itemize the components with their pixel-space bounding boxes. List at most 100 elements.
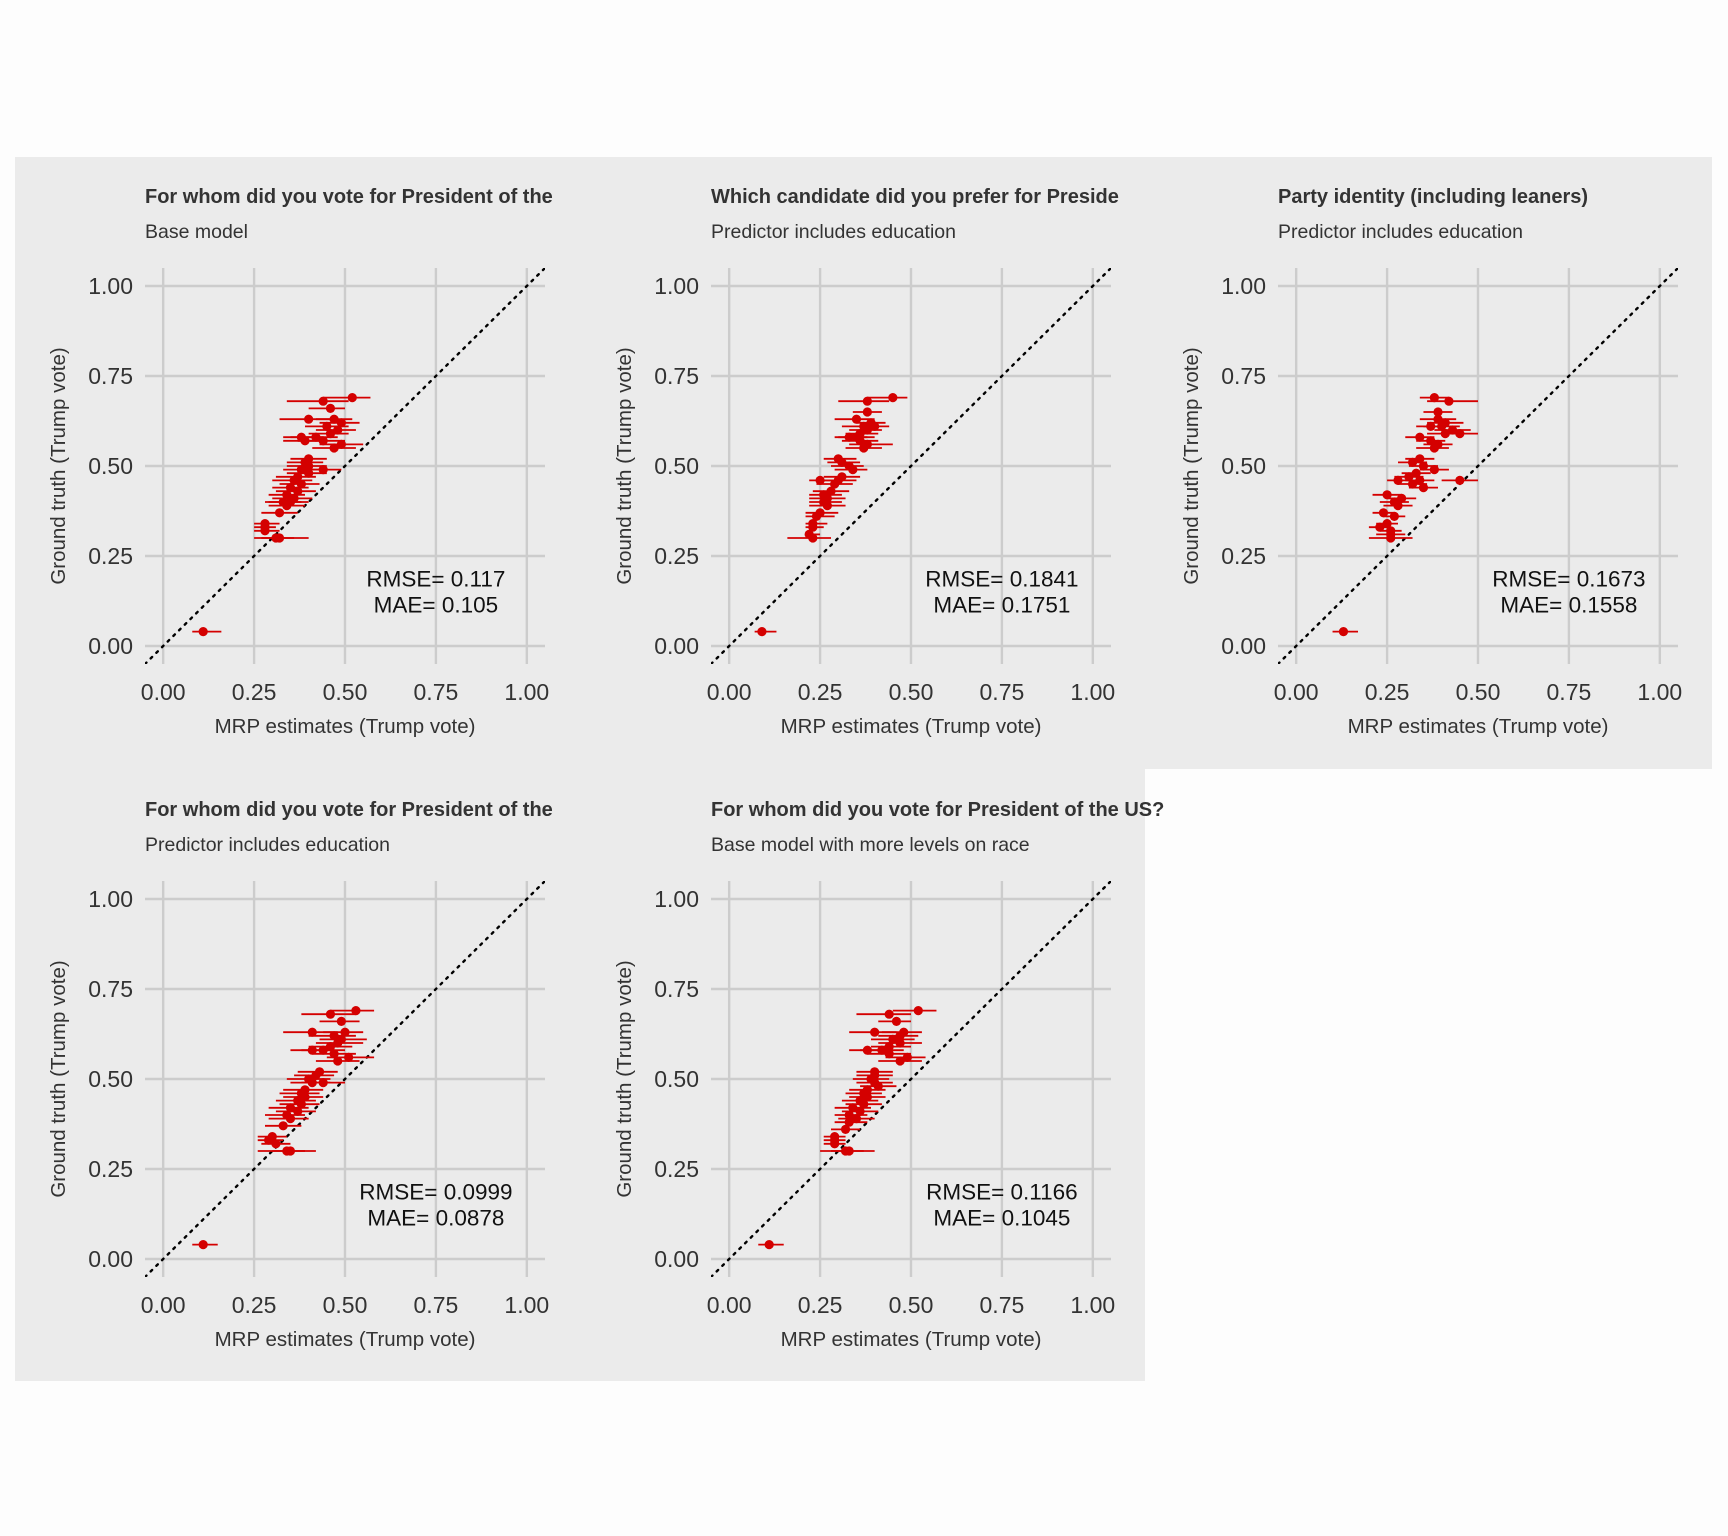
- data-point: [318, 465, 328, 475]
- y-tick-label: 0.75: [88, 363, 133, 389]
- x-tick-label: 0.50: [889, 679, 934, 705]
- data-point: [333, 425, 343, 435]
- x-tick-label: 1.00: [504, 1292, 549, 1318]
- data-point: [1386, 533, 1396, 543]
- data-point: [300, 1092, 310, 1102]
- data-point: [307, 1027, 317, 1037]
- data-point: [913, 1006, 923, 1016]
- y-tick-label: 0.25: [88, 543, 133, 569]
- data-point: [336, 439, 346, 449]
- data-point: [274, 533, 285, 543]
- data-point: [1389, 511, 1399, 521]
- data-points: [192, 1006, 375, 1250]
- data-point: [895, 1056, 905, 1066]
- mae-label: MAE= 0.0878: [367, 1206, 504, 1231]
- identity-line: [1278, 268, 1678, 664]
- data-point: [311, 1070, 321, 1080]
- data-point: [870, 1027, 880, 1037]
- scatter-panel-5: 0.00 0.25 0.50 0.75 1.00 0.00 0.25 0.50 0.75 1.00…: [613, 799, 1164, 1351]
- data-point: [808, 522, 818, 532]
- data-point: [1411, 468, 1421, 478]
- data-point: [322, 421, 332, 431]
- data-point: [1433, 407, 1443, 417]
- data-point: [293, 486, 303, 496]
- x-tick-label: 0.25: [798, 679, 843, 705]
- data-point: [271, 1139, 281, 1149]
- panel-title: For whom did you vote for President of t…: [145, 186, 553, 208]
- data-point: [884, 1009, 894, 1019]
- panel-title: Party identity (including leaners): [1278, 186, 1588, 208]
- data-point: [822, 501, 832, 511]
- panel-background-bottom: [15, 769, 1145, 1381]
- data-point: [336, 1016, 346, 1026]
- data-point: [325, 403, 336, 413]
- x-tick-label: 0.50: [323, 679, 368, 705]
- identity-line: [711, 268, 1111, 664]
- data-point: [902, 1052, 912, 1062]
- data-point: [1440, 429, 1450, 439]
- data-point: [282, 501, 292, 511]
- data-point: [300, 436, 310, 446]
- data-point: [289, 475, 299, 485]
- scatter-panel-4: 0.00 0.25 0.50 0.75 1.00 0.00 0.25 0.50 0.75 1.00…: [47, 799, 553, 1351]
- x-tick-label: 1.00: [1637, 679, 1682, 705]
- x-tick-label: 0.50: [323, 1292, 368, 1318]
- identity-line: [711, 881, 1111, 1277]
- x-tick-label: 0.75: [980, 679, 1025, 705]
- panel-subtitle: Predictor includes education: [1278, 221, 1523, 243]
- x-axis-label: MRP estimates (Trump vote): [781, 1328, 1042, 1351]
- panel-subtitle: Base model: [145, 221, 248, 243]
- x-tick-label: 0.25: [1365, 679, 1410, 705]
- rmse-label: RMSE= 0.1166: [926, 1180, 1078, 1205]
- scatter-panel-2: 0.00 0.25 0.50 0.75 1.00 0.00 0.25 0.50 0.75 1.00…: [613, 186, 1119, 738]
- y-tick-label: 0.75: [654, 363, 699, 389]
- x-tick-label: 0.25: [232, 1292, 277, 1318]
- data-point: [325, 429, 336, 439]
- data-point: [260, 526, 270, 536]
- y-tick-label: 0.50: [1221, 453, 1266, 479]
- y-tick-label: 0.00: [88, 633, 133, 659]
- y-tick-label: 0.25: [1221, 543, 1266, 569]
- mae-label: MAE= 0.1751: [933, 593, 1070, 618]
- data-point: [848, 1103, 858, 1113]
- data-point: [329, 1049, 339, 1059]
- y-tick-label: 0.75: [88, 976, 133, 1002]
- data-point: [282, 490, 292, 500]
- data-point: [336, 418, 346, 428]
- data-point: [285, 483, 296, 493]
- y-tick-label: 1.00: [88, 273, 133, 299]
- data-point: [1418, 461, 1429, 471]
- data-point: [333, 1056, 343, 1066]
- rmse-label: RMSE= 0.117: [366, 567, 505, 592]
- data-point: [1418, 483, 1429, 493]
- data-point: [840, 1124, 851, 1134]
- data-point: [198, 627, 208, 637]
- data-point: [888, 1034, 898, 1044]
- x-axis-label: MRP estimates (Trump vote): [215, 715, 476, 738]
- data-point: [329, 414, 339, 424]
- data-point: [757, 627, 767, 637]
- panel-subtitle: Predictor includes education: [711, 221, 956, 243]
- x-tick-label: 1.00: [1070, 1292, 1115, 1318]
- data-point: [859, 1099, 869, 1109]
- x-tick-label: 0.25: [798, 1292, 843, 1318]
- data-point: [1338, 627, 1349, 637]
- y-tick-label: 1.00: [654, 273, 699, 299]
- data-point: [318, 396, 328, 406]
- data-point: [329, 443, 339, 453]
- data-point: [884, 1049, 894, 1059]
- data-point: [844, 1110, 854, 1120]
- gridlines: [145, 268, 545, 664]
- data-point: [837, 457, 847, 467]
- y-axis-label: Ground truth (Trump vote): [1180, 347, 1203, 584]
- data-point: [318, 1078, 328, 1088]
- data-point: [1447, 425, 1458, 435]
- data-point: [1378, 508, 1389, 518]
- x-tick-label: 0.75: [414, 1292, 459, 1318]
- data-point: [1382, 519, 1392, 529]
- data-point: [844, 1146, 854, 1156]
- y-tick-label: 0.25: [654, 543, 699, 569]
- x-tick-label: 0.00: [707, 679, 752, 705]
- data-point: [1415, 475, 1425, 485]
- y-tick-label: 0.25: [88, 1156, 133, 1182]
